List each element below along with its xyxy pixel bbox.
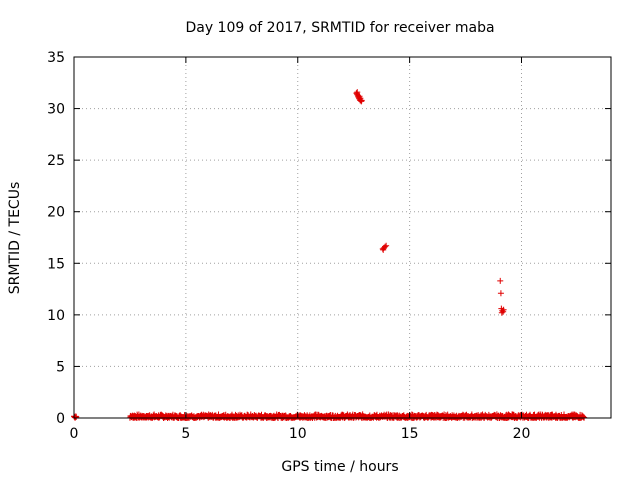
y-axis-label: SRMTID / TECUs — [7, 182, 23, 295]
y-tick-label: 10 — [47, 308, 65, 324]
data-point — [498, 309, 505, 316]
y-tick-label: 35 — [47, 50, 65, 66]
data-point — [383, 242, 390, 249]
x-tick-label: 15 — [401, 426, 419, 442]
x-tick-label: 20 — [513, 426, 531, 442]
grid — [74, 57, 611, 418]
y-tick-label: 30 — [47, 102, 65, 118]
data-points — [71, 89, 588, 421]
x-tick-label: 0 — [70, 426, 79, 442]
y-tick-label: 5 — [56, 359, 65, 375]
axis-ticks: 0 5 10 15 20 0 5 10 15 20 25 30 35 — [47, 50, 611, 442]
y-tick-label: 0 — [56, 411, 65, 427]
x-tick-label: 5 — [181, 426, 190, 442]
data-point — [500, 306, 507, 313]
data-point — [497, 277, 504, 284]
data-point — [382, 243, 389, 250]
data-point — [497, 290, 504, 297]
y-tick-label: 25 — [47, 153, 65, 169]
data-point — [380, 246, 387, 253]
x-tick-label: 10 — [289, 426, 307, 442]
y-tick-label: 15 — [47, 256, 65, 272]
data-point — [358, 97, 365, 104]
y-tick-label: 20 — [47, 205, 65, 221]
data-point — [354, 89, 361, 96]
chart-title: Day 109 of 2017, SRMTID for receiver mab… — [185, 20, 494, 36]
x-axis-label: GPS time / hours — [281, 459, 398, 475]
plot-frame — [73, 56, 612, 419]
